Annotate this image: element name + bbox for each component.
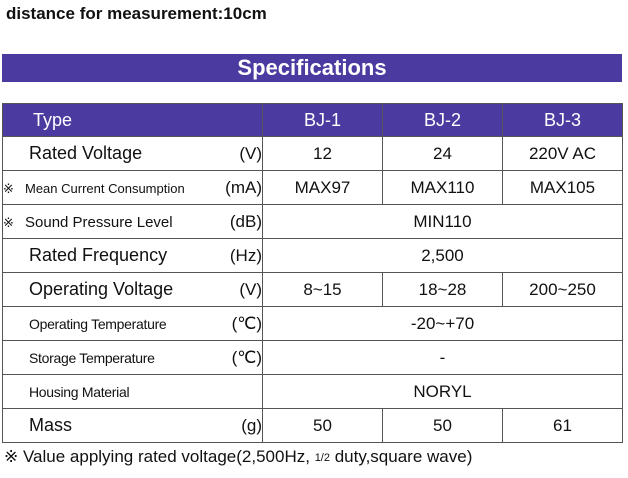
- type-header: Type: [2, 103, 263, 137]
- row-label-cell: Mass: [2, 408, 211, 443]
- row-label: Mean Current Consumption: [25, 180, 185, 196]
- table-row-mass: Mass (g) 50 50 61: [2, 408, 623, 443]
- model-header-bj2: BJ-2: [382, 103, 503, 137]
- row-label: Mass: [29, 415, 73, 435]
- value-bj3: 200~250: [502, 272, 623, 307]
- row-unit: (℃): [210, 306, 263, 341]
- measurement-distance-note: distance for measurement:10cm: [6, 4, 267, 23]
- value-bj2: 50: [382, 408, 503, 443]
- note-mark: ※: [3, 180, 14, 196]
- footnote: ※ Value applying rated voltage(2,500Hz, …: [4, 447, 472, 467]
- row-label-cell: Operating Voltage: [2, 272, 211, 307]
- table-row-mean-current: ※ Mean Current Consumption (mA) MAX97 MAX…: [2, 170, 623, 205]
- row-unit: [210, 374, 263, 409]
- value-all: 2,500: [262, 238, 623, 273]
- row-unit: (V): [210, 272, 263, 307]
- row-unit: (mA): [210, 170, 263, 205]
- row-label: Storage Temperature: [29, 349, 155, 366]
- row-unit: (Hz): [210, 238, 263, 273]
- value-all: -20~+70: [262, 306, 623, 341]
- value-bj2: MAX110: [382, 170, 503, 205]
- footnote-prefix: ※ Value applying rated voltage(2,500Hz,: [4, 447, 315, 466]
- footnote-suffix: duty,square wave): [329, 447, 473, 466]
- specifications-banner: Specifications: [2, 54, 622, 82]
- row-unit: (dB): [210, 204, 263, 239]
- value-bj1: MAX97: [262, 170, 383, 205]
- value-bj2: 24: [382, 136, 503, 171]
- value-bj1: 12: [262, 136, 383, 171]
- row-label-cell: Rated Frequency: [2, 238, 211, 273]
- table-row-rated-voltage: Rated Voltage (V) 12 24 220V AC: [2, 136, 623, 171]
- value-bj1: 8~15: [262, 272, 383, 307]
- table-row-operating-temperature: Operating Temperature (℃) -20~+70: [2, 306, 623, 341]
- table-row-storage-temperature: Storage Temperature (℃) -: [2, 340, 623, 375]
- row-label-cell: ※ Mean Current Consumption: [2, 170, 211, 205]
- row-label: Rated Voltage: [29, 143, 143, 163]
- specifications-table: Type BJ-1 BJ-2 BJ-3 Rated Voltage (V) 12…: [2, 103, 623, 443]
- value-bj3: 61: [502, 408, 623, 443]
- model-header-bj3: BJ-3: [502, 103, 623, 137]
- value-bj1: 50: [262, 408, 383, 443]
- value-bj3: 220V AC: [502, 136, 623, 171]
- note-mark: ※: [3, 214, 14, 230]
- row-label: Rated Frequency: [29, 245, 168, 265]
- row-label: Operating Voltage: [29, 279, 174, 299]
- row-unit: (g): [210, 408, 263, 443]
- table-row-sound-pressure: ※ Sound Pressure Level (dB) MIN110: [2, 204, 623, 239]
- value-bj3: MAX105: [502, 170, 623, 205]
- duty-fraction: 1/2: [314, 452, 330, 464]
- value-all: MIN110: [262, 204, 623, 239]
- value-all: NORYL: [262, 374, 623, 409]
- row-label: Operating Temperature: [29, 315, 167, 332]
- value-bj2: 18~28: [382, 272, 503, 307]
- table-row-operating-voltage: Operating Voltage (V) 8~15 18~28 200~250: [2, 272, 623, 307]
- table-row-housing-material: Housing Material NORYL: [2, 374, 623, 409]
- row-unit: (V): [210, 136, 263, 171]
- row-label-cell: Operating Temperature: [2, 306, 211, 341]
- table-row-rated-frequency: Rated Frequency (Hz) 2,500: [2, 238, 623, 273]
- table-header-row: Type BJ-1 BJ-2 BJ-3: [2, 103, 623, 137]
- row-label-cell: Rated Voltage: [2, 136, 211, 171]
- row-label: Housing Material: [29, 383, 130, 400]
- row-label-cell: Storage Temperature: [2, 340, 211, 375]
- row-unit: (℃): [210, 340, 263, 375]
- row-label: Sound Pressure Level: [25, 213, 173, 231]
- row-label-cell: Housing Material: [2, 374, 211, 409]
- value-all: -: [262, 340, 623, 375]
- model-header-bj1: BJ-1: [262, 103, 383, 137]
- row-label-cell: ※ Sound Pressure Level: [2, 204, 211, 239]
